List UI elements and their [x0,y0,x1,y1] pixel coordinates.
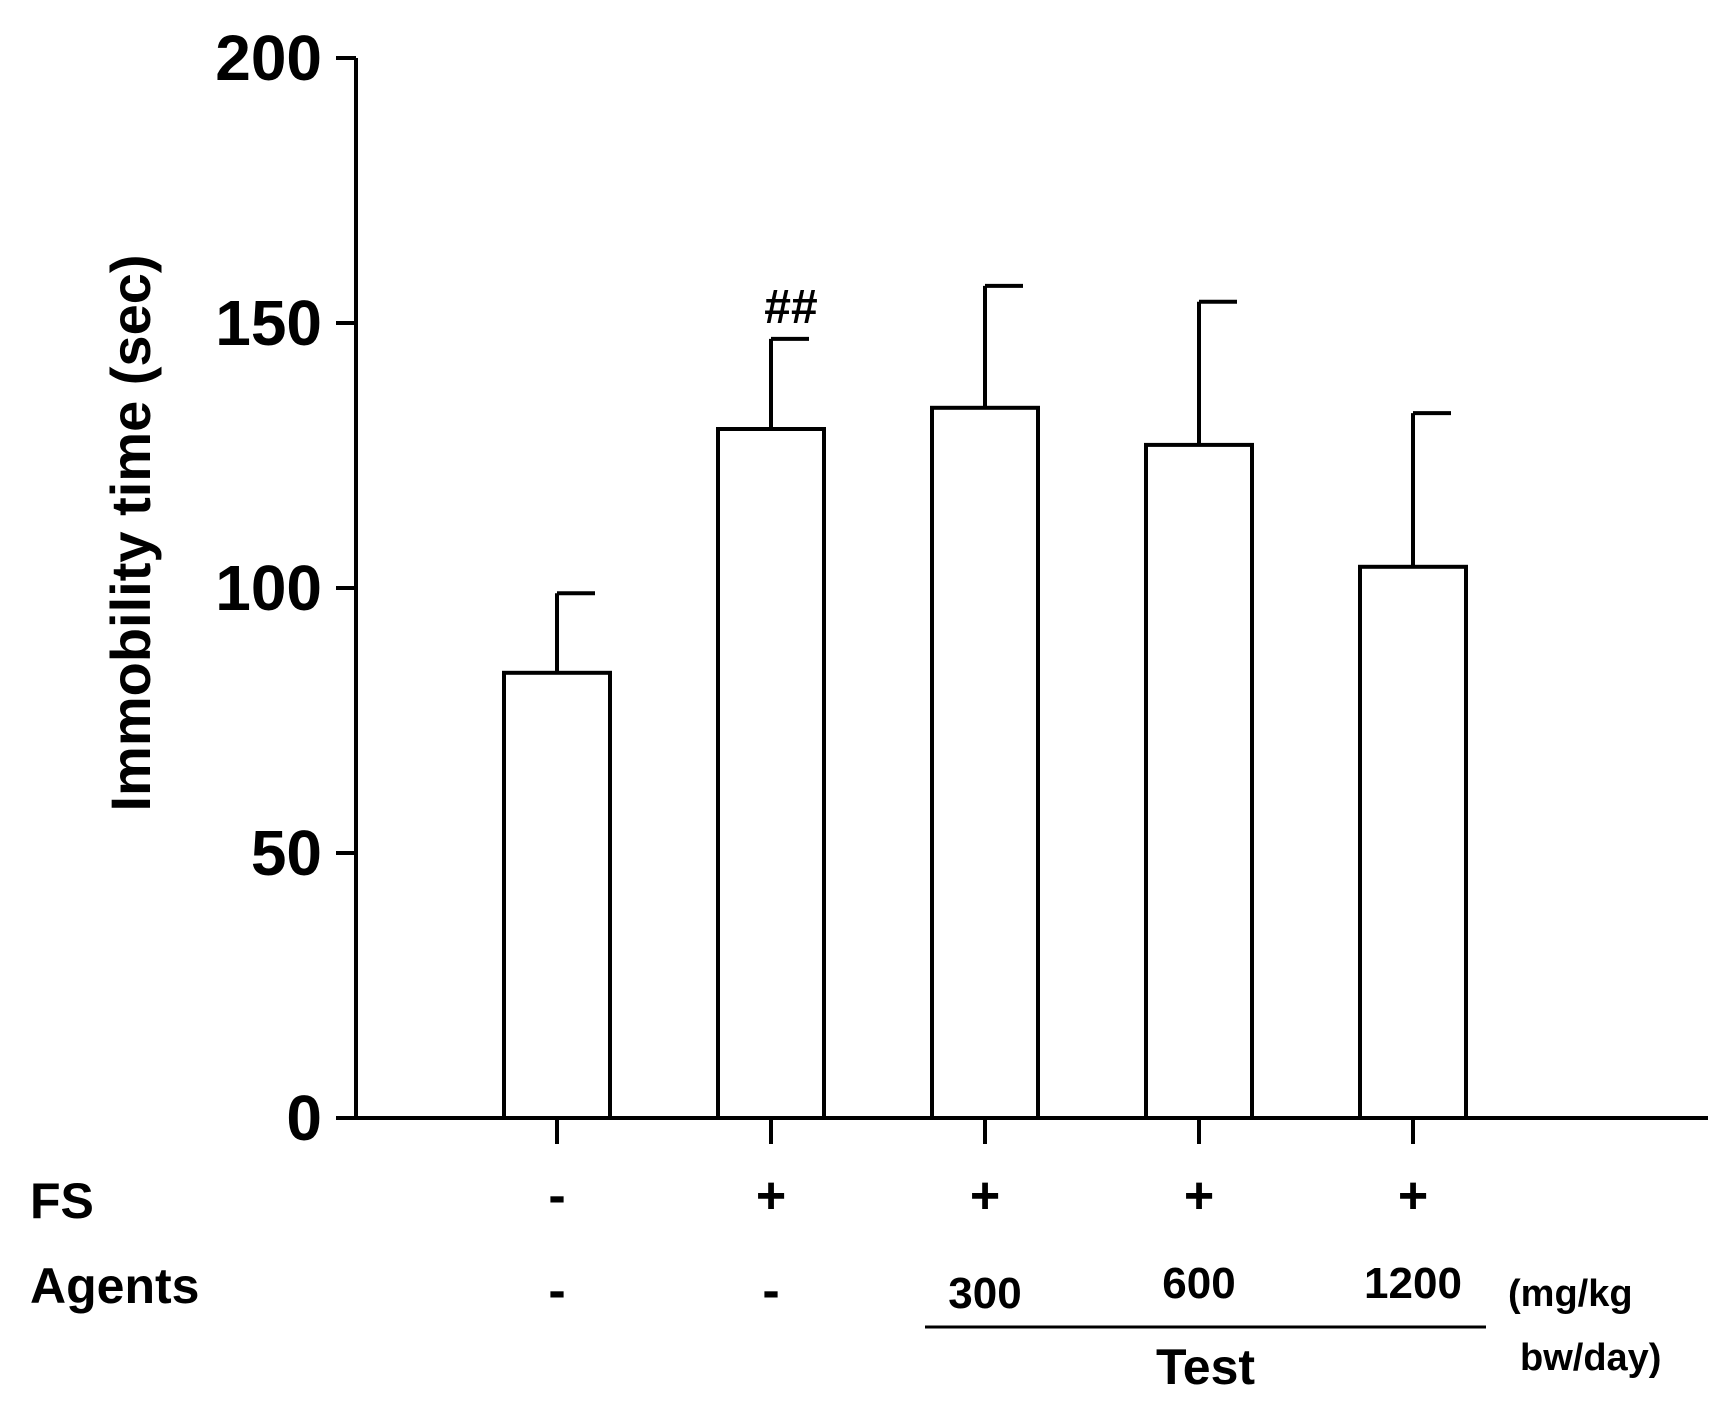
agent-condition-label: 600 [1162,1259,1235,1308]
y-tick-label: 200 [215,22,322,94]
agents-row-label: Agents [30,1258,199,1314]
fs-row-label: FS [30,1173,94,1229]
y-tick-label: 100 [215,552,322,624]
agent-condition-label: - [762,1262,779,1320]
y-tick-label: 150 [215,287,322,359]
bar [716,427,826,1120]
y-axis-ticks: 0 50 100 150 200 [215,22,356,1154]
agent-condition-label: 300 [948,1269,1021,1318]
y-axis-label: Immobility time (sec) [99,254,162,811]
dose-unit-line-1: (mg/kg [1508,1273,1633,1315]
significance-annotation: ## [764,281,817,334]
bar [930,405,1040,1120]
fs-condition-label: + [1398,1167,1428,1225]
bar [1144,442,1254,1120]
fs-condition-label: + [970,1167,1000,1225]
agent-condition-label: 1200 [1364,1259,1462,1308]
fs-condition-label: + [756,1167,786,1225]
test-group-label: Test [1156,1339,1255,1395]
condition-labels: - - + - +300 +600 +1200 [548,1167,1462,1320]
y-tick-label: 50 [251,817,322,889]
bars-group: ## [502,281,1468,1120]
bar [502,670,612,1120]
dose-unit-line-2: bw/day) [1520,1337,1661,1379]
agent-condition-label: - [548,1262,565,1320]
bar [1358,564,1468,1120]
x-axis-ticks [555,1118,1415,1144]
fs-condition-label: + [1184,1167,1214,1225]
y-tick-label: 0 [286,1082,322,1154]
fs-condition-label: - [548,1167,565,1225]
